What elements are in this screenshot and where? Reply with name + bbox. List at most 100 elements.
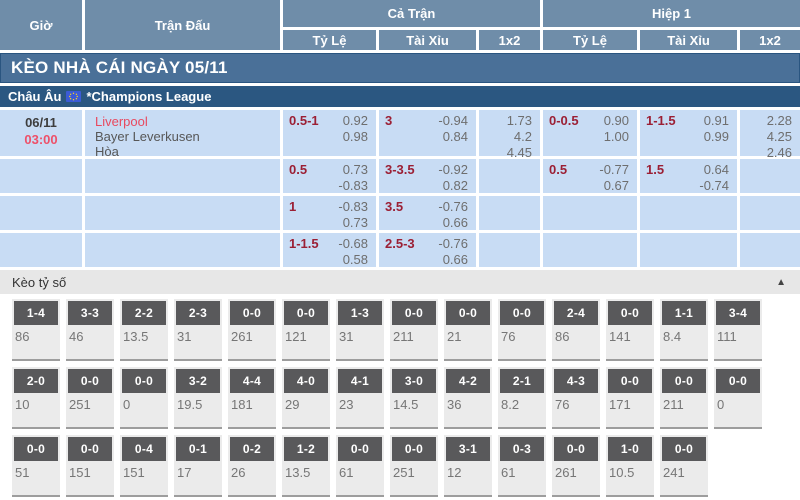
score-odds-value: 17 <box>177 465 192 480</box>
score-section-bar[interactable]: Kèo tỷ số ▲ <box>0 270 800 294</box>
score-cell[interactable]: 4-1 23 <box>336 367 384 429</box>
match-date: 06/11 <box>25 115 57 130</box>
score-odds-value: 14.5 <box>393 397 419 412</box>
score-cell[interactable]: 1-0 10.5 <box>606 435 654 497</box>
score-label: 0-0 <box>392 301 436 325</box>
odds-cell-ft-1x2[interactable] <box>479 196 540 230</box>
league-row[interactable]: Châu Âu *Champions League <box>0 86 800 107</box>
odds-cell-h1-1x2[interactable] <box>740 159 800 193</box>
score-label: 0-0 <box>716 369 760 393</box>
score-cell[interactable]: 3-1 12 <box>444 435 492 497</box>
score-cell[interactable]: 3-0 14.5 <box>390 367 438 429</box>
score-cell[interactable]: 0-0 241 <box>660 435 708 497</box>
score-cell[interactable]: 0-0 211 <box>390 299 438 361</box>
handicap-line: 3 <box>385 113 393 128</box>
score-cell[interactable]: 0-0 251 <box>66 367 114 429</box>
score-label: 1-3 <box>338 301 382 325</box>
odds-cell-ft-hdp[interactable]: 1-1.5 -0.68 0.58 <box>283 233 376 267</box>
score-cell[interactable]: 0-0 51 <box>12 435 60 497</box>
collapse-arrow-icon[interactable]: ▲ <box>776 276 786 288</box>
odds-cell-ft-1x2[interactable] <box>479 159 540 193</box>
score-label: 3-4 <box>716 301 760 325</box>
score-cell[interactable]: 3-4 111 <box>714 299 762 361</box>
odds-cell-h1-1x2[interactable] <box>740 196 800 230</box>
score-label: 3-3 <box>68 301 112 325</box>
odds-cell-ft-ou[interactable]: 3 -0.94 0.84 <box>379 110 476 156</box>
column-group-first-half: Hiệp 1 <box>543 0 800 27</box>
score-cell[interactable]: 4-2 36 <box>444 367 492 429</box>
score-cell[interactable]: 0-0 251 <box>390 435 438 497</box>
odds-cell-h1-ou[interactable] <box>640 196 737 230</box>
score-label: 1-1 <box>662 301 706 325</box>
score-cell[interactable]: 0-1 17 <box>174 435 222 497</box>
score-cell[interactable]: 0-0 261 <box>552 435 600 497</box>
score-cell[interactable]: 0-0 21 <box>444 299 492 361</box>
score-cell[interactable]: 0-0 0 <box>120 367 168 429</box>
odds-cell-h1-hdp[interactable]: 0-0.5 0.90 1.00 <box>543 110 637 156</box>
odds-cell-ft-hdp[interactable]: 0.5-1 0.92 0.98 <box>283 110 376 156</box>
score-cell[interactable]: 0-0 171 <box>606 367 654 429</box>
score-label: 0-0 <box>14 437 58 461</box>
odds-cell-ft-1x2[interactable] <box>479 233 540 267</box>
score-odds-value: 51 <box>15 465 30 480</box>
score-cell[interactable]: 0-3 61 <box>498 435 546 497</box>
score-cell[interactable]: 2-1 8.2 <box>498 367 546 429</box>
odds-cell-h1-ou[interactable] <box>640 233 737 267</box>
odds-value: -0.76 <box>438 199 468 214</box>
odds-cell-ft-ou[interactable]: 3.5 -0.76 0.66 <box>379 196 476 230</box>
score-odds-value: 86 <box>555 329 570 344</box>
odds-value: -0.83 <box>338 178 368 193</box>
score-label: 0-0 <box>554 437 598 461</box>
score-cell[interactable]: 0-0 121 <box>282 299 330 361</box>
score-cell[interactable]: 1-3 31 <box>336 299 384 361</box>
home-team-link[interactable]: Liverpool <box>95 114 148 129</box>
score-cell[interactable]: 1-1 8.4 <box>660 299 708 361</box>
score-cell[interactable]: 0-4 151 <box>120 435 168 497</box>
score-cell[interactable]: 0-0 151 <box>66 435 114 497</box>
score-cell[interactable]: 0-0 211 <box>660 367 708 429</box>
odds-cell-ft-1x2[interactable]: 1.73 4.2 4.45 <box>479 110 540 160</box>
score-cell[interactable]: 2-2 13.5 <box>120 299 168 361</box>
score-cell[interactable]: 0-0 141 <box>606 299 654 361</box>
score-odds-value: 31 <box>177 329 192 344</box>
away-team-link[interactable]: Bayer Leverkusen <box>95 129 200 144</box>
score-cell[interactable]: 3-2 19.5 <box>174 367 222 429</box>
match-time-cell: 06/11 03:00 <box>0 110 82 156</box>
score-cell[interactable]: 2-3 31 <box>174 299 222 361</box>
odds-value: 4.25 <box>766 129 792 144</box>
odds-cell-h1-hdp[interactable] <box>543 233 637 267</box>
odds-cell-ft-hdp[interactable]: 0.5 0.73 -0.83 <box>283 159 376 193</box>
score-cell[interactable]: 0-0 61 <box>336 435 384 497</box>
odds-cell-h1-hdp[interactable] <box>543 196 637 230</box>
odds-values: 0.92 0.98 <box>343 113 368 153</box>
score-cell[interactable]: 4-4 181 <box>228 367 276 429</box>
odds-cell-h1-1x2[interactable]: 2.28 4.25 2.46 <box>740 110 800 160</box>
score-cell[interactable]: 1-4 86 <box>12 299 60 361</box>
odds-value: -0.74 <box>699 178 729 193</box>
score-cell[interactable]: 0-0 261 <box>228 299 276 361</box>
odds-cell-h1-ou[interactable]: 1.5 0.64 -0.74 <box>640 159 737 193</box>
odds-values: -0.76 0.66 <box>438 236 468 267</box>
odds-values: -0.92 0.82 <box>438 162 468 193</box>
odds-cell-ft-ou[interactable]: 3-3.5 -0.92 0.82 <box>379 159 476 193</box>
odds-value: -0.77 <box>599 162 629 177</box>
odds-cell-ft-ou[interactable]: 2.5-3 -0.76 0.66 <box>379 233 476 267</box>
score-cell[interactable]: 4-3 76 <box>552 367 600 429</box>
odds-value: 1.00 <box>603 129 629 144</box>
odds-cell-h1-ou[interactable]: 1-1.5 0.91 0.99 <box>640 110 737 156</box>
score-cell[interactable]: 2-0 10 <box>12 367 60 429</box>
score-cell[interactable]: 4-0 29 <box>282 367 330 429</box>
score-cell[interactable]: 3-3 46 <box>66 299 114 361</box>
score-cell[interactable]: 2-4 86 <box>552 299 600 361</box>
odds-value: 2.46 <box>766 145 792 160</box>
score-cell[interactable]: 1-2 13.5 <box>282 435 330 497</box>
score-cell[interactable]: 0-2 26 <box>228 435 276 497</box>
score-label: 0-0 <box>230 301 274 325</box>
empty-match-cell <box>85 233 280 267</box>
score-cell[interactable]: 0-0 76 <box>498 299 546 361</box>
odds-cell-h1-1x2[interactable] <box>740 233 800 267</box>
column-header-time: Giờ <box>0 0 82 50</box>
odds-cell-h1-hdp[interactable]: 0.5 -0.77 0.67 <box>543 159 637 193</box>
score-cell[interactable]: 0-0 0 <box>714 367 762 429</box>
odds-cell-ft-hdp[interactable]: 1 -0.83 0.73 <box>283 196 376 230</box>
